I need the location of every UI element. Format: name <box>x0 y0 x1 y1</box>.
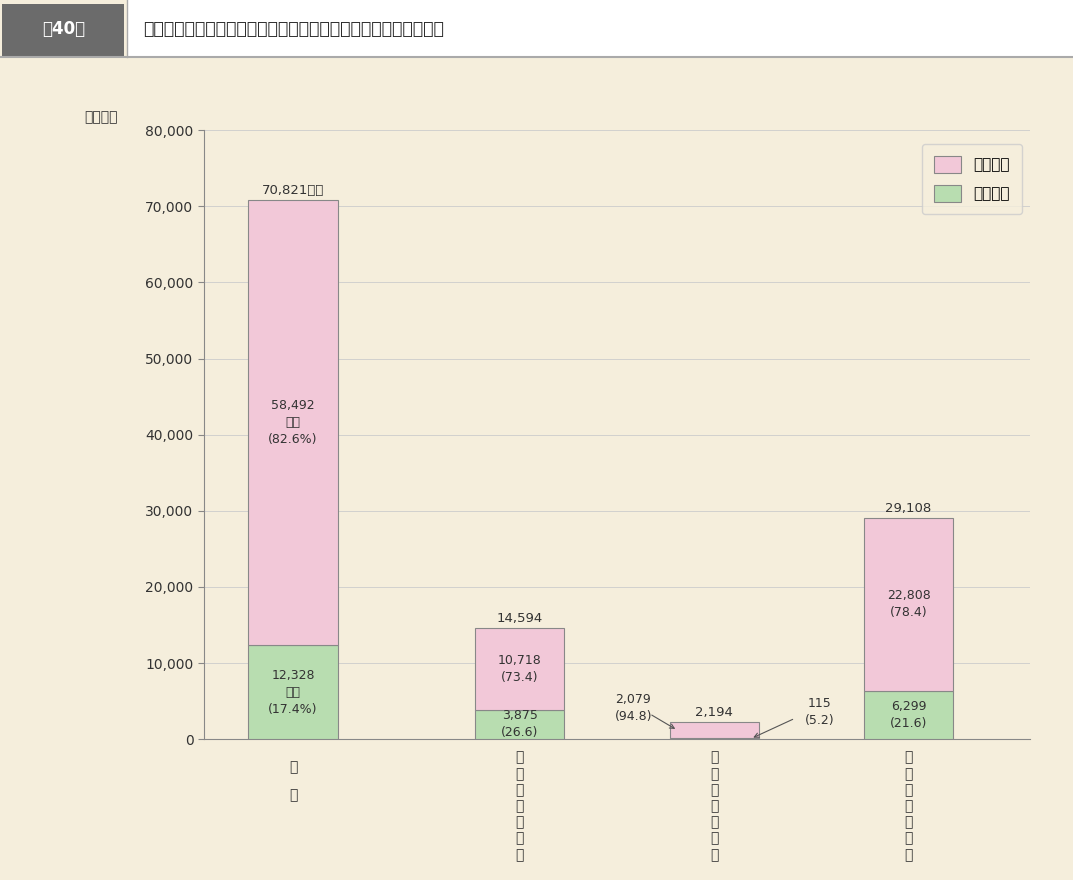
FancyBboxPatch shape <box>127 0 1073 57</box>
Text: 計: 計 <box>289 788 297 803</box>
Text: 6,299
(21.6): 6,299 (21.6) <box>890 700 927 730</box>
Text: う
ち
児
童
福
祉
費: う ち 児 童 福 祉 費 <box>905 751 913 862</box>
Bar <box>249 200 338 645</box>
Text: 22,808
(78.4): 22,808 (78.4) <box>886 590 930 620</box>
Text: 70,821億円: 70,821億円 <box>262 184 324 197</box>
Text: 12,328
億円
(17.4%): 12,328 億円 (17.4%) <box>268 669 318 715</box>
Text: 3,875
(26.6): 3,875 (26.6) <box>501 709 539 739</box>
Text: （億円）: （億円） <box>84 110 118 124</box>
Text: 14,594: 14,594 <box>497 612 543 625</box>
Text: 2,194: 2,194 <box>695 707 733 720</box>
Text: 115
(5.2): 115 (5.2) <box>805 697 835 727</box>
Bar <box>864 517 953 692</box>
Text: 民生費の目的別扶助費（補助・単獨）の状況（その２　市町村）: 民生費の目的別扶助費（補助・単獨）の状況（その２ 市町村） <box>143 19 443 38</box>
Bar <box>249 645 338 739</box>
Legend: 補助事業, 単獨事業: 補助事業, 単獨事業 <box>922 144 1023 214</box>
Text: 10,718
(73.4): 10,718 (73.4) <box>498 654 542 684</box>
Bar <box>475 709 564 739</box>
FancyBboxPatch shape <box>2 4 124 57</box>
Text: 58,492
億円
(82.6%): 58,492 億円 (82.6%) <box>268 400 318 446</box>
Text: う
ち
社
会
福
祉
費: う ち 社 会 福 祉 費 <box>516 751 524 862</box>
Text: 2,079
(94.8): 2,079 (94.8) <box>615 693 652 722</box>
Text: 合: 合 <box>289 760 297 774</box>
Bar <box>475 628 564 709</box>
Bar <box>864 692 953 739</box>
Text: 29,108: 29,108 <box>885 502 931 515</box>
Text: う
ち
老
人
福
祉
費: う ち 老 人 福 祉 費 <box>710 751 718 862</box>
Text: 第40図: 第40図 <box>42 19 85 38</box>
Bar <box>670 722 759 738</box>
